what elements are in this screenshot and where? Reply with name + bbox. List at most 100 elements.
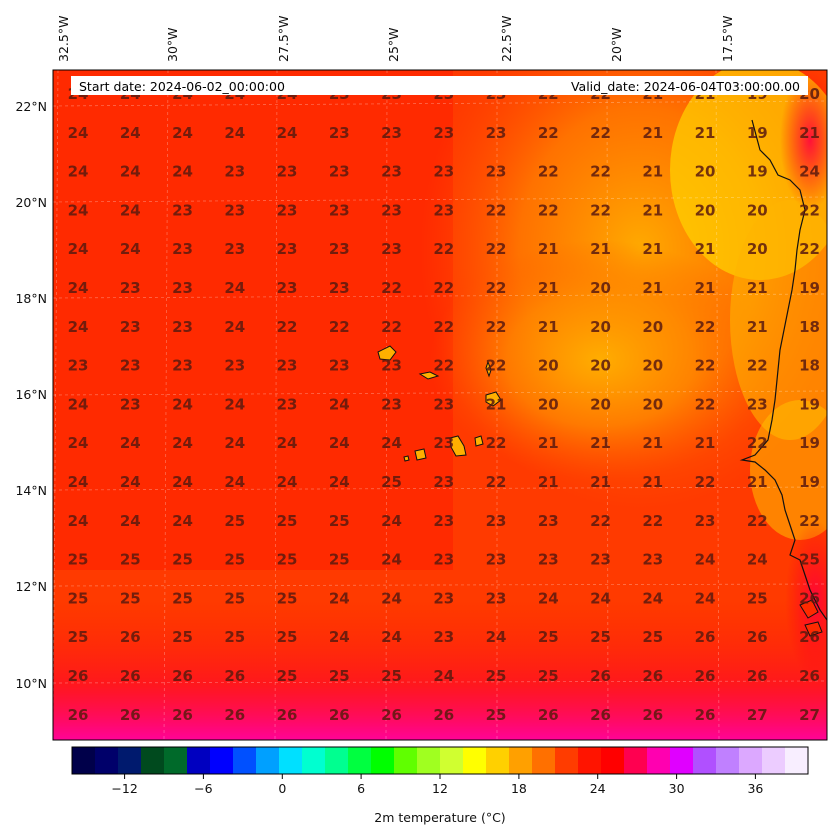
temperature-value: 26 xyxy=(329,706,350,724)
temperature-value: 22 xyxy=(486,201,507,219)
temperature-value: 24 xyxy=(381,551,402,569)
temperature-value: 24 xyxy=(224,279,245,297)
sao-vicente-island xyxy=(418,371,440,380)
temperature-value: 22 xyxy=(486,473,507,491)
temperature-value: 23 xyxy=(329,163,350,181)
latitude-labels: 22°N 20°N 18°N 16°N 14°N 12°N 10°N xyxy=(15,99,47,691)
colorbar-segment xyxy=(440,747,464,774)
temperature-value: 23 xyxy=(381,201,402,219)
temperature-value: 23 xyxy=(747,395,768,413)
temperature-value: 23 xyxy=(172,279,193,297)
temperature-value: 23 xyxy=(172,357,193,375)
temperature-value: 23 xyxy=(433,628,454,646)
temperature-value: 21 xyxy=(642,124,663,142)
temperature-value: 25 xyxy=(747,589,768,607)
temperature-value: 20 xyxy=(695,201,716,219)
temperature-value: 24 xyxy=(172,124,193,142)
temperature-value: 25 xyxy=(224,512,245,530)
temperature-value: 23 xyxy=(381,240,402,258)
temperature-value: 26 xyxy=(68,706,89,724)
temperature-value: 22 xyxy=(590,124,611,142)
temperature-value: 24 xyxy=(642,589,663,607)
temperature-value: 24 xyxy=(590,589,611,607)
temperature-value: 23 xyxy=(277,163,298,181)
colorbar-tick-label: 6 xyxy=(357,781,365,796)
colorbar-segment xyxy=(509,747,533,774)
temperature-value: 22 xyxy=(486,240,507,258)
temperature-value: 25 xyxy=(329,512,350,530)
temperature-value: 22 xyxy=(642,512,663,530)
lon-label: 27.5°W xyxy=(276,16,291,62)
temperature-value: 22 xyxy=(486,318,507,336)
temperature-value: 22 xyxy=(433,357,454,375)
temperature-value: 24 xyxy=(120,240,141,258)
temperature-value: 21 xyxy=(642,163,663,181)
temperature-value: 23 xyxy=(433,551,454,569)
temperature-value: 26 xyxy=(224,706,245,724)
temperature-value: 23 xyxy=(329,279,350,297)
temperature-value: 26 xyxy=(120,667,141,685)
temperature-value: 26 xyxy=(120,706,141,724)
colorbar-segment xyxy=(463,747,487,774)
colorbar-segment xyxy=(394,747,418,774)
temperature-value: 23 xyxy=(172,318,193,336)
temperature-value: 22 xyxy=(433,318,454,336)
temperature-value: 24 xyxy=(120,434,141,452)
temperature-value: 26 xyxy=(695,706,716,724)
temperature-value: 24 xyxy=(329,628,350,646)
temperature-value: 24 xyxy=(172,512,193,530)
temperature-value: 22 xyxy=(486,279,507,297)
colorbar-segment xyxy=(256,747,280,774)
temperature-value: 26 xyxy=(695,628,716,646)
temperature-value: 20 xyxy=(590,318,611,336)
temperature-value: 23 xyxy=(486,512,507,530)
temperature-value: 21 xyxy=(695,124,716,142)
lon-label: 32.5°W xyxy=(56,16,71,62)
temperature-value: 25 xyxy=(486,667,507,685)
temperature-value: 24 xyxy=(329,473,350,491)
longitude-labels: 32.5°W 30°W 27.5°W 25°W 22.5°W 20°W 17.5… xyxy=(56,16,735,62)
temperature-value: 23 xyxy=(642,551,663,569)
temperature-value: 25 xyxy=(329,551,350,569)
temperature-value: 23 xyxy=(486,551,507,569)
temperature-value: 21 xyxy=(538,240,559,258)
temperature-value: 26 xyxy=(642,706,663,724)
temperature-value: 20 xyxy=(695,163,716,181)
temperature-value: 21 xyxy=(590,473,611,491)
header-bar xyxy=(71,76,808,95)
temperature-value: 21 xyxy=(538,318,559,336)
temperature-value: 24 xyxy=(120,124,141,142)
temperature-value: 23 xyxy=(224,163,245,181)
temperature-value: 23 xyxy=(433,473,454,491)
temperature-value: 26 xyxy=(120,628,141,646)
temperature-value: 19 xyxy=(799,395,820,413)
colorbar-segment xyxy=(95,747,119,774)
temperature-value: 20 xyxy=(642,318,663,336)
lat-label: 10°N xyxy=(15,676,47,691)
temperature-value: 23 xyxy=(277,357,298,375)
temperature-value: 23 xyxy=(538,551,559,569)
lat-label: 22°N xyxy=(15,99,47,114)
temperature-value: 27 xyxy=(799,706,820,724)
temperature-value: 20 xyxy=(590,395,611,413)
temperature-value: 20 xyxy=(538,357,559,375)
map-frame xyxy=(52,69,828,741)
temperature-value: 22 xyxy=(747,434,768,452)
colorbar xyxy=(72,747,809,774)
temperature-value: 25 xyxy=(224,589,245,607)
colorbar-segment xyxy=(72,747,96,774)
temperature-value: 22 xyxy=(695,473,716,491)
temperature-value: 25 xyxy=(172,589,193,607)
temperature-value: 26 xyxy=(590,667,611,685)
temperature-value: 21 xyxy=(538,434,559,452)
temperature-value: 25 xyxy=(224,551,245,569)
temperature-value: 21 xyxy=(642,240,663,258)
temperature-value: 21 xyxy=(538,473,559,491)
temperature-value: 25 xyxy=(329,667,350,685)
temperature-value: 23 xyxy=(120,279,141,297)
temperature-value: 23 xyxy=(433,124,454,142)
colorbar-segment xyxy=(118,747,142,774)
temperature-value: 23 xyxy=(277,201,298,219)
temperature-value: 20 xyxy=(590,357,611,375)
